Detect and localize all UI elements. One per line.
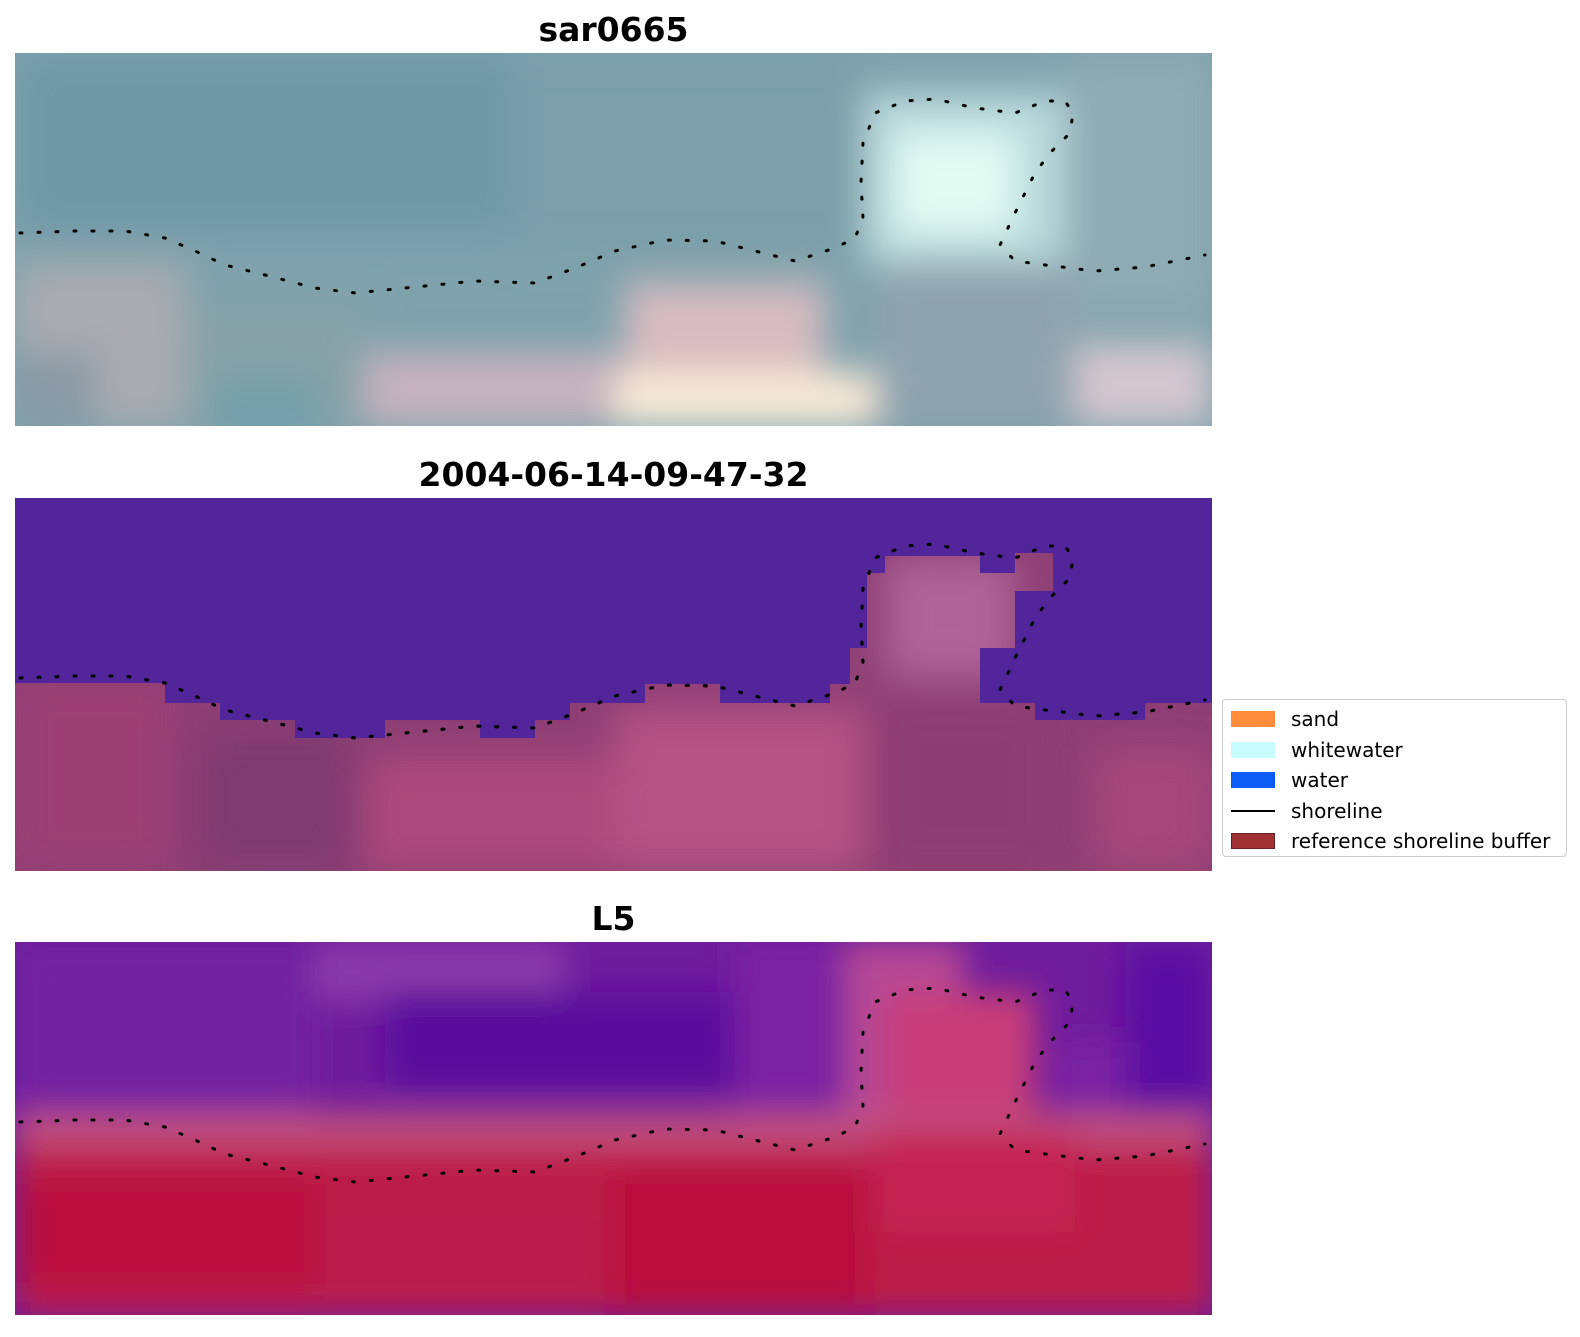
legend-item-shoreline: shoreline [1231, 796, 1558, 827]
legend-label-whitewater: whitewater [1291, 737, 1403, 762]
legend-swatch-water [1231, 772, 1275, 789]
classification-panel [15, 498, 1212, 871]
legend-swatch-sand [1231, 711, 1275, 728]
legend: sand whitewater water shoreline referenc… [1222, 699, 1567, 857]
index-image [15, 942, 1212, 1315]
legend-item-water: water [1231, 765, 1558, 796]
legend-swatch-reference-shoreline-buffer [1231, 833, 1275, 850]
shoreline-dots-index [18, 986, 1207, 1184]
legend-item-sand: sand [1231, 704, 1558, 735]
panel-title-rgb: sar0665 [538, 10, 689, 49]
legend-item-whitewater: whitewater [1231, 735, 1558, 766]
rgb-image [15, 53, 1212, 426]
rgb-image-panel [15, 53, 1212, 426]
legend-item-reference-shoreline-buffer: reference shoreline buffer [1231, 826, 1558, 857]
legend-swatch-shoreline [1231, 803, 1275, 819]
classification-image [15, 498, 1212, 871]
legend-label-shoreline: shoreline [1291, 798, 1383, 823]
legend-label-sand: sand [1291, 707, 1340, 732]
panel-title-classification: 2004-06-14-09-47-32 [418, 455, 809, 494]
shoreline-dots [18, 97, 1207, 295]
legend-label-reference-shoreline-buffer: reference shoreline buffer [1291, 829, 1551, 854]
index-panel [15, 942, 1212, 1315]
legend-label-water: water [1291, 768, 1348, 793]
panel-title-index: L5 [591, 899, 636, 938]
legend-swatch-whitewater [1231, 741, 1275, 758]
